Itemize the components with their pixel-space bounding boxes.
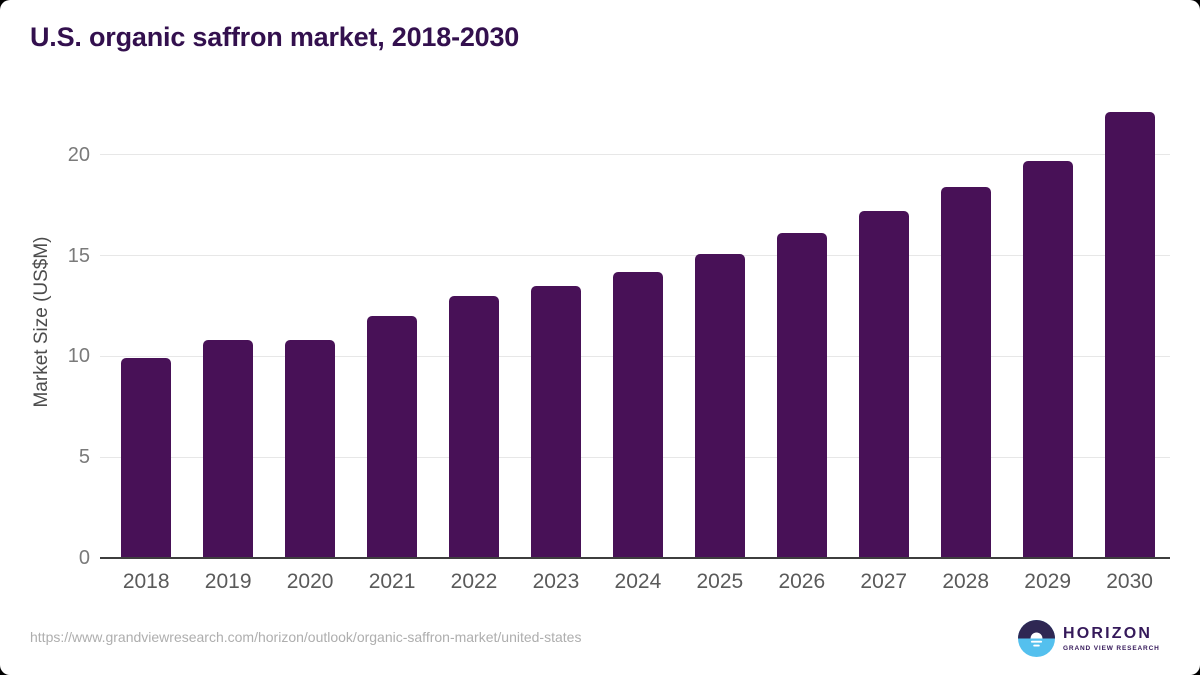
x-tick-label-2020: 2020 (286, 570, 334, 593)
bar-2019 (203, 340, 254, 558)
bar-2018 (121, 358, 172, 558)
bar-2029 (1022, 160, 1073, 558)
source-url: https://www.grandviewresearch.com/horizo… (30, 629, 582, 645)
x-axis-line (100, 556, 1170, 559)
x-tick-label-2018: 2018 (122, 570, 170, 593)
bar-2030 (1104, 112, 1155, 558)
y-tick-label-15: 15 (67, 244, 90, 267)
x-tick-label-2028: 2028 (942, 570, 990, 593)
horizon-logo: HORIZON GRAND VIEW RESEARCH (1018, 620, 1160, 657)
bar-2024 (612, 271, 663, 558)
bar-2025 (694, 253, 745, 558)
logo-wordmark: HORIZON (1063, 625, 1153, 642)
logo-subtitle: GRAND VIEW RESEARCH (1063, 645, 1160, 652)
gridline-20 (100, 154, 1170, 156)
x-tick-label-2026: 2026 (778, 570, 826, 593)
y-tick-label-10: 10 (67, 345, 90, 368)
x-tick-label-2027: 2027 (860, 570, 908, 593)
bar-2023 (530, 285, 581, 558)
bar-2027 (858, 211, 909, 558)
sunset-over-water-icon (1018, 620, 1055, 657)
x-tick-label-2023: 2023 (532, 570, 580, 593)
x-tick-label-2025: 2025 (696, 570, 744, 593)
x-tick-label-2021: 2021 (368, 570, 416, 593)
gridline-15 (100, 255, 1170, 257)
bar-2020 (285, 340, 336, 558)
y-tick-label-0: 0 (78, 547, 90, 569)
x-tick-label-2029: 2029 (1024, 570, 1071, 593)
bar-2026 (776, 233, 827, 558)
x-tick-label-2022: 2022 (450, 570, 498, 593)
x-tick-label-2019: 2019 (204, 570, 252, 593)
chart-title: U.S. organic saffron market, 2018-2030 (30, 22, 520, 52)
x-tick-label-2030: 2030 (1106, 570, 1153, 593)
bar-2028 (940, 186, 991, 558)
y-tick-label-5: 5 (78, 446, 90, 469)
logo-text: HORIZON GRAND VIEW RESEARCH (1063, 625, 1160, 652)
x-tick-label-2024: 2024 (614, 570, 662, 593)
bar-2022 (449, 295, 499, 558)
y-tick-label-20: 20 (67, 143, 90, 166)
bar-2021 (367, 316, 418, 558)
